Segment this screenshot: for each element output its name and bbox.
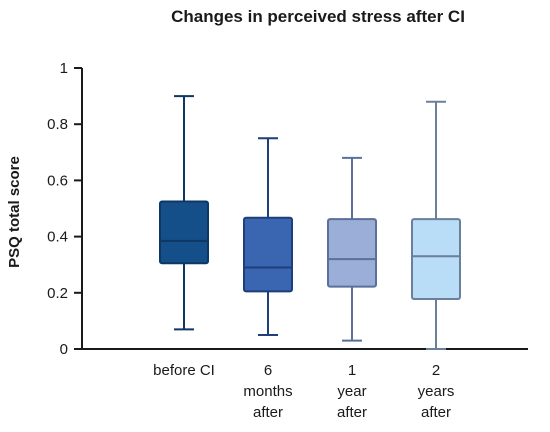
chart-title: Changes in perceived stress after CI: [171, 7, 465, 26]
category-labels: before CI 6 months after 1 year after 2 years aft…: [153, 362, 454, 421]
box-group: [327, 156, 377, 342]
box-iqr: [159, 200, 209, 265]
x-category-label: 2: [432, 362, 440, 379]
y-tick-label: 0: [60, 341, 68, 358]
x-category-label: years: [418, 383, 455, 400]
box-iqr: [411, 218, 461, 300]
box-iqr: [327, 218, 377, 288]
x-category-label: year: [337, 383, 366, 400]
y-ticks: 0 0.2 0.4 0.6 0.8 1: [47, 60, 82, 358]
x-category-label: after: [253, 404, 283, 421]
box-group: [411, 100, 461, 350]
x-category-label: after: [337, 404, 367, 421]
y-tick-label: 0.2: [47, 285, 68, 302]
box-iqr: [243, 216, 293, 293]
y-tick-label: 1: [60, 60, 68, 77]
x-category-label: after: [421, 404, 451, 421]
boxes: [159, 95, 461, 350]
x-category-label: 1: [348, 362, 356, 379]
y-axis-label: PSQ total score: [6, 156, 23, 268]
x-category-label: months: [243, 383, 292, 400]
box-group: [159, 95, 209, 331]
y-tick-label: 0.4: [47, 229, 68, 246]
y-tick-label: 0.6: [47, 172, 68, 189]
y-tick-label: 0.8: [47, 116, 68, 133]
x-category-label: 6: [264, 362, 272, 379]
box-group: [243, 137, 293, 336]
x-category-label: before CI: [153, 362, 215, 379]
